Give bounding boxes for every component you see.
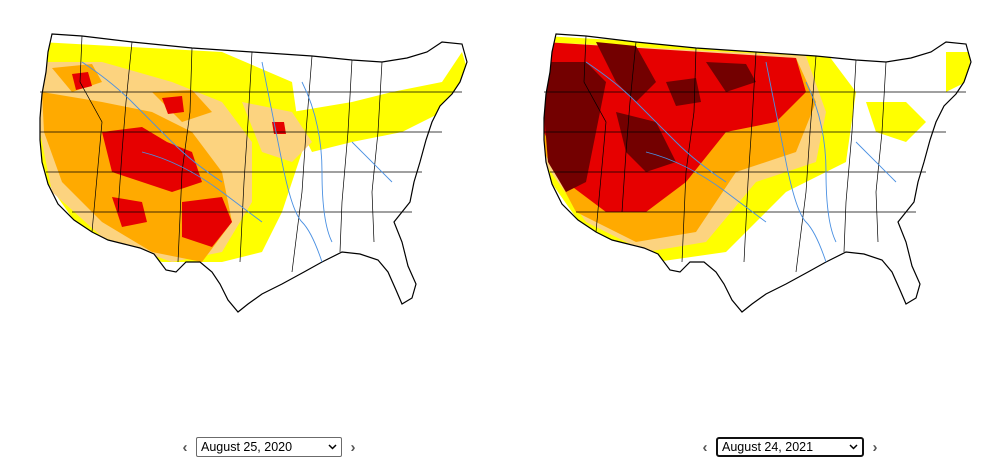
- drought-map-2020: [39, 33, 468, 313]
- chevron-down-icon: [327, 442, 337, 452]
- date-select-2021[interactable]: August 24, 2021: [716, 437, 864, 457]
- date-controls-2020: ‹ August 25, 2020 ›: [178, 436, 360, 458]
- map-panel-2021: ‹ August 24, 2021 ›: [504, 0, 1008, 468]
- date-select-2020[interactable]: August 25, 2020: [196, 437, 342, 457]
- date-controls-2021: ‹ August 24, 2021 ›: [698, 436, 882, 458]
- chevron-left-icon[interactable]: ‹: [702, 438, 708, 456]
- date-select-value: August 25, 2020: [201, 440, 293, 454]
- chevron-right-icon[interactable]: ›: [350, 438, 356, 456]
- drought-map-2021: [543, 33, 972, 313]
- map-panel-2020: ‹ August 25, 2020 ›: [39, 33, 468, 458]
- date-select-value: August 24, 2021: [722, 440, 814, 454]
- chevron-left-icon[interactable]: ‹: [182, 438, 188, 456]
- chevron-right-icon[interactable]: ›: [872, 438, 878, 456]
- chevron-down-icon: [848, 442, 858, 452]
